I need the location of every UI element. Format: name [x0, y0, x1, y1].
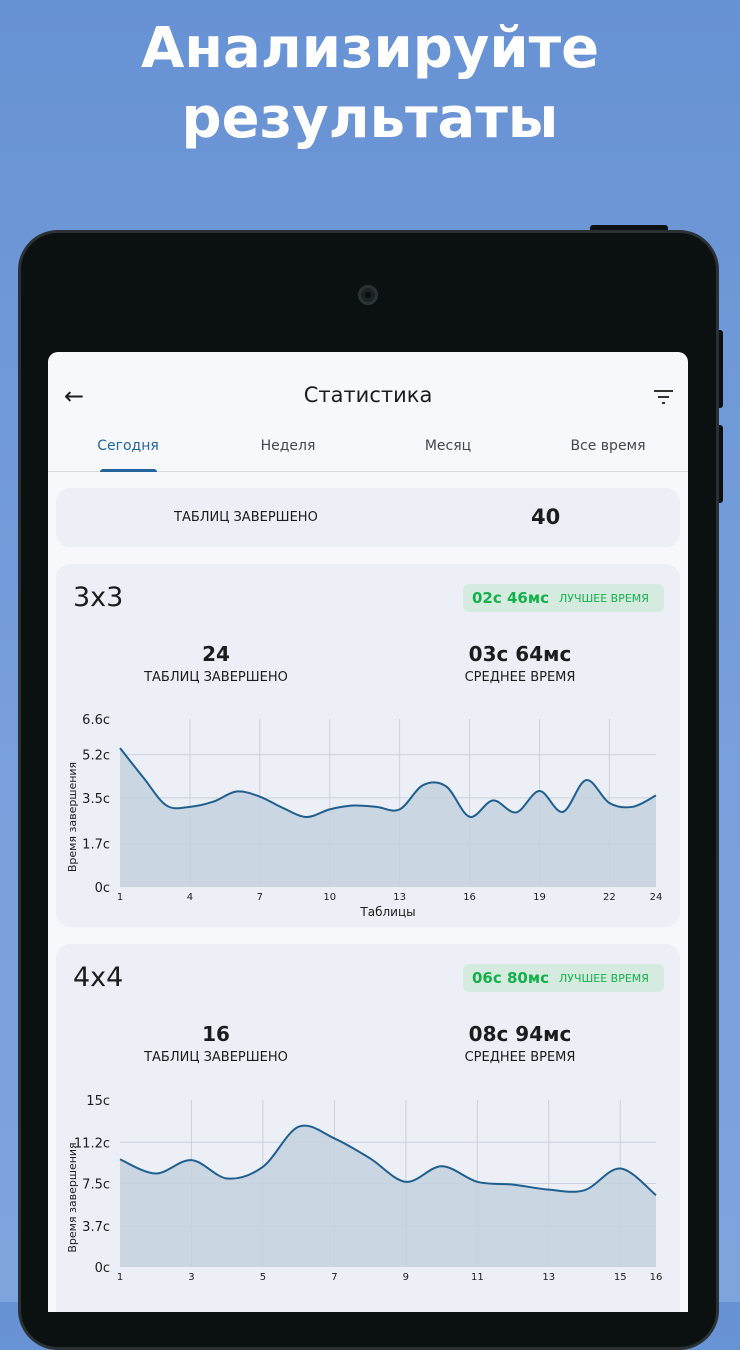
y-tick-label: 6.6с	[82, 713, 110, 728]
filter-icon[interactable]	[654, 388, 674, 404]
app-screen: ← Статистика Сегодня Неделя Месяц Все вр…	[48, 352, 688, 1312]
series-line	[119, 747, 657, 819]
total-completed-card: ТАБЛИЦ ЗАВЕРШЕНО 40	[56, 488, 680, 547]
x-axis-title: Таблицы	[359, 905, 415, 919]
best-time-badge: 06с 80мс ЛУЧШЕЕ ВРЕМЯ	[463, 964, 664, 992]
best-time-value: 02с 46мс	[472, 589, 550, 607]
completed-value: 24	[202, 642, 230, 666]
stats-card-4x4: 4x4 06с 80мс ЛУЧШЕЕ ВРЕМЯ 16 ТАБЛИЦ ЗАВЕ…	[56, 944, 680, 1312]
tab-month[interactable]: Месяц	[424, 438, 472, 454]
y-tick-label: 1.7с	[82, 838, 110, 853]
y-tick-label: 3.5с	[82, 792, 110, 807]
y-tick-label: 7.5с	[82, 1178, 110, 1193]
x-tick-label: 22	[603, 892, 616, 903]
volume-down-button	[716, 425, 723, 503]
tab-week[interactable]: Неделя	[260, 438, 316, 454]
chart-3x3: 0с 1.7с 3.5с 5.2с 6.6с 1 4 7 10 13 16 19 22 24 Время з…	[66, 713, 663, 919]
y-tick-label: 5.2с	[82, 749, 110, 764]
completed-value: 16	[202, 1022, 230, 1046]
x-tick-label: 5	[260, 1272, 266, 1283]
hero-line-2: результаты	[181, 86, 559, 151]
y-axis-title: Время завершения	[66, 1142, 79, 1252]
y-axis-title: Время завершения	[66, 762, 79, 872]
x-tick-label: 1	[117, 892, 123, 903]
x-tick-label: 11	[471, 1272, 484, 1283]
x-tick-label: 9	[403, 1272, 409, 1283]
area-fill	[120, 748, 656, 887]
stats-card-3x3: 3x3 02с 46мс ЛУЧШЕЕ ВРЕМЯ 24 ТАБЛИЦ ЗАВЕ…	[56, 564, 680, 927]
page-title: Статистика	[303, 383, 433, 407]
completed-stat: 24 ТАБЛИЦ ЗАВЕРШЕНО	[96, 642, 336, 685]
x-tick-label: 15	[614, 1272, 627, 1283]
series-line	[119, 1124, 657, 1196]
best-time-badge: 02с 46мс ЛУЧШЕЕ ВРЕМЯ	[463, 584, 664, 612]
power-button	[590, 225, 668, 233]
completed-stat: 16 ТАБЛИЦ ЗАВЕРШЕНО	[96, 1022, 336, 1065]
tab-today[interactable]: Сегодня	[97, 438, 159, 454]
x-tick-label: 7	[257, 892, 263, 903]
volume-up-button	[716, 330, 723, 408]
total-completed-label: ТАБЛИЦ ЗАВЕРШЕНО	[174, 510, 318, 525]
best-time-label: ЛУЧШЕЕ ВРЕМЯ	[559, 592, 649, 605]
arrow-left-icon[interactable]: ←	[64, 382, 85, 410]
hero-title: Анализируйте результаты	[0, 14, 740, 154]
average-label: СРЕДНЕЕ ВРЕМЯ	[464, 1050, 576, 1065]
completed-label: ТАБЛИЦ ЗАВЕРШЕНО	[144, 1050, 288, 1065]
completed-label: ТАБЛИЦ ЗАВЕРШЕНО	[144, 670, 288, 685]
y-tick-label: 0с	[95, 1261, 110, 1276]
camera-icon	[358, 285, 378, 305]
x-tick-label: 10	[323, 892, 336, 903]
tab-all-time[interactable]: Все время	[570, 438, 646, 454]
total-completed-value: 40	[531, 505, 561, 529]
y-tick-label: 11.2с	[74, 1136, 110, 1151]
x-tick-label: 3	[188, 1272, 194, 1283]
best-time-value: 06с 80мс	[472, 969, 550, 987]
y-tick-label: 3.7с	[82, 1220, 110, 1235]
average-stat: 03с 64мс СРЕДНЕЕ ВРЕМЯ	[400, 642, 640, 685]
x-tick-label: 7	[331, 1272, 337, 1283]
x-tick-label: 16	[650, 1272, 663, 1283]
period-tabs: Сегодня Неделя Месяц Все время	[48, 438, 688, 472]
card-title: 4x4	[73, 962, 124, 993]
x-tick-label: 4	[187, 892, 193, 903]
x-tick-label: 24	[650, 892, 663, 903]
active-tab-indicator	[100, 469, 157, 472]
card-title: 3x3	[73, 582, 124, 613]
x-tick-label: 1	[117, 1272, 123, 1283]
x-tick-label: 13	[393, 892, 406, 903]
average-stat: 08с 94мс СРЕДНЕЕ ВРЕМЯ	[400, 1022, 640, 1065]
y-tick-label: 0с	[95, 881, 110, 896]
x-tick-label: 13	[542, 1272, 555, 1283]
average-label: СРЕДНЕЕ ВРЕМЯ	[464, 670, 576, 685]
hero-line-1: Анализируйте	[140, 16, 600, 81]
area-fill	[120, 1125, 656, 1267]
average-value: 03с 64мс	[468, 642, 572, 666]
x-tick-label: 19	[533, 892, 546, 903]
average-value: 08с 94мс	[468, 1022, 572, 1046]
best-time-label: ЛУЧШЕЕ ВРЕМЯ	[559, 972, 649, 985]
y-tick-label: 15с	[86, 1094, 110, 1109]
x-tick-label: 16	[463, 892, 476, 903]
